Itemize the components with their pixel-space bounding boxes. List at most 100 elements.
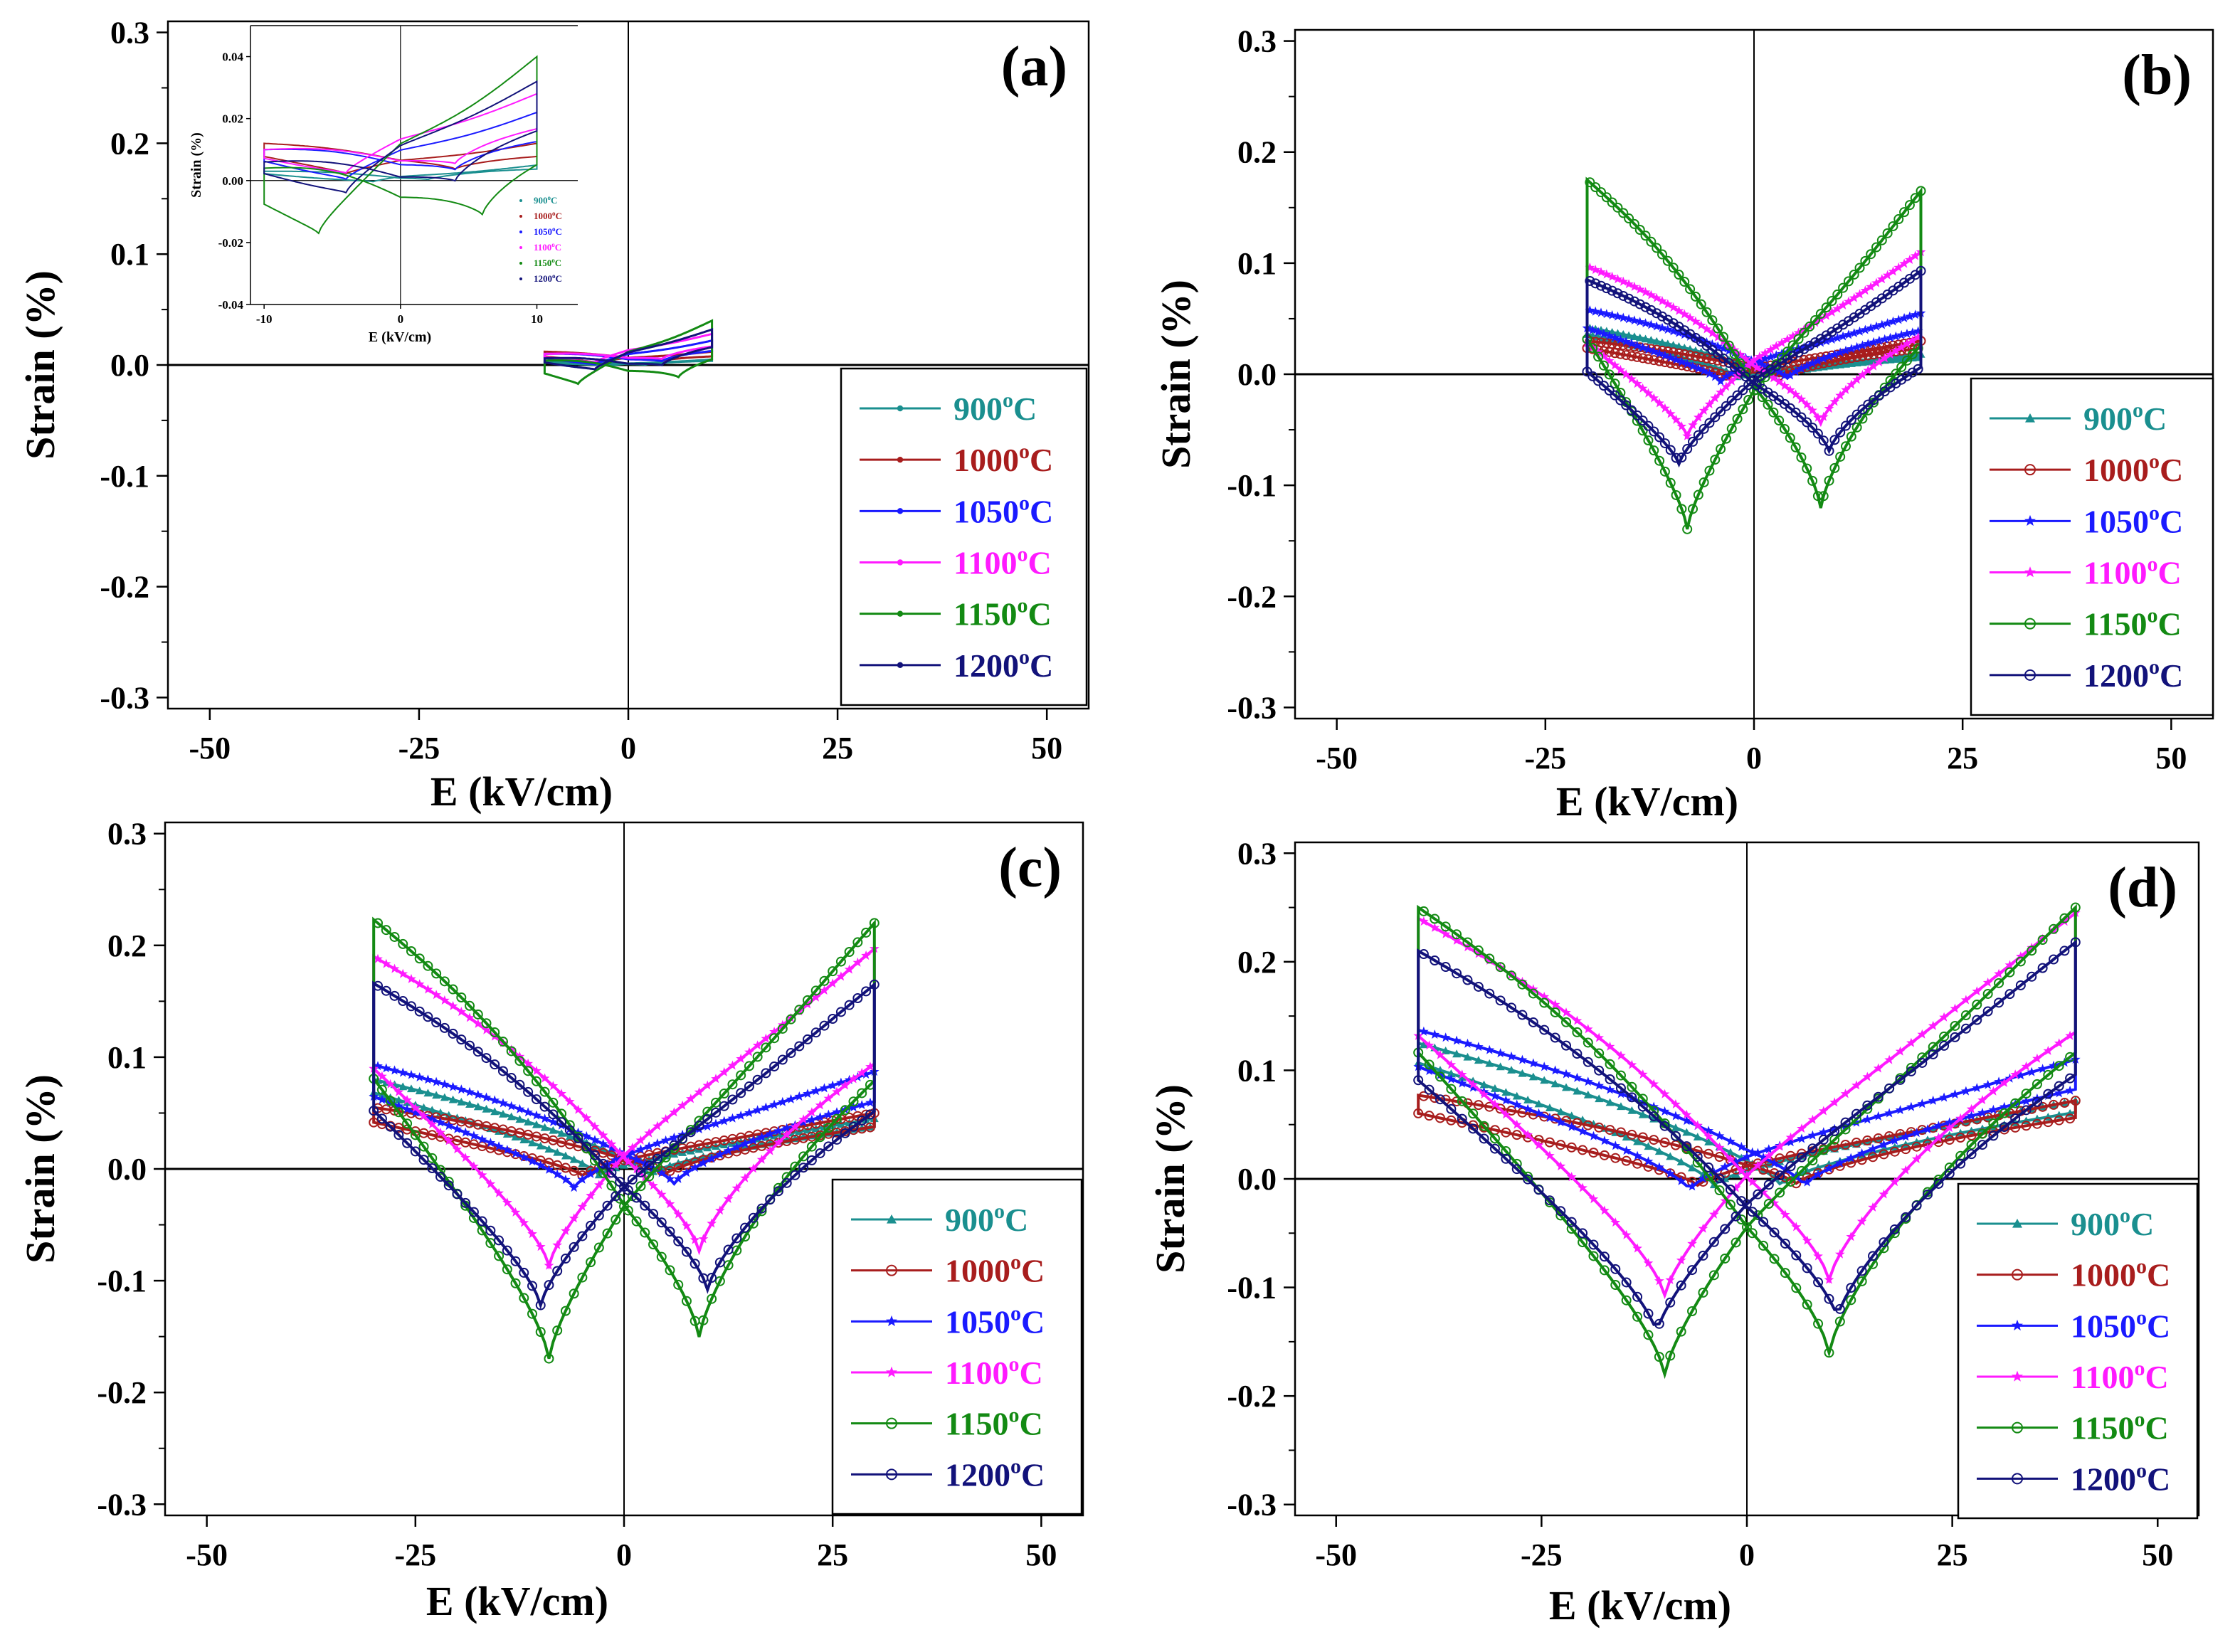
data-point-1200	[1682, 444, 1693, 455]
data-point-1100	[665, 1199, 675, 1209]
legend-value: 1100	[2083, 555, 2147, 591]
data-point-1200	[1632, 410, 1642, 420]
data-point-1200	[1596, 280, 1606, 291]
data-point-1150	[1780, 423, 1790, 434]
data-point-1150	[1966, 1139, 1977, 1150]
legend-entry-1000: 1000oC	[2071, 1255, 2170, 1293]
data-point-1150	[1736, 1214, 1747, 1225]
data-point-1050	[1726, 1136, 1736, 1146]
data-point-1150	[2037, 934, 2048, 945]
data-point-1050	[2054, 1088, 2064, 1098]
data-point-1050	[1896, 329, 1906, 339]
data-point-1150	[2010, 1098, 2021, 1108]
data-point-1150	[823, 1123, 834, 1133]
data-point-1200	[1621, 1277, 1632, 1288]
legend-unit: C	[2145, 1410, 2168, 1446]
data-point-1100	[1694, 412, 1703, 422]
data-point-1050	[861, 1069, 871, 1079]
data-point-1150	[1796, 452, 1807, 462]
data-point-1150	[1671, 489, 1681, 500]
data-point-900	[1474, 1056, 1483, 1064]
data-point-1150	[2070, 902, 2081, 913]
legend-marker-1050	[897, 508, 904, 514]
data-point-1200	[1676, 1280, 1686, 1291]
data-point-1050	[631, 1155, 642, 1164]
data-point-1200	[1895, 1074, 1906, 1085]
data-point-900	[1633, 1137, 1642, 1145]
data-point-1150	[1657, 249, 1667, 260]
data-point-1200	[869, 979, 879, 990]
data-point-1100	[1539, 992, 1550, 1001]
data-point-1050	[1888, 316, 1898, 326]
y-tick-label: 0.1	[1237, 246, 1277, 281]
data-point-1100	[1785, 385, 1795, 394]
data-point-1050	[1857, 340, 1868, 350]
data-point-1200	[589, 1150, 600, 1160]
data-point-1150	[1785, 1176, 1796, 1187]
data-point-1100	[1665, 1274, 1676, 1284]
data-point-1000	[1857, 351, 1868, 361]
data-point-1100	[752, 1040, 763, 1050]
data-point-1100	[790, 1121, 801, 1131]
data-point-1100	[1785, 1132, 1796, 1142]
data-point-1200	[602, 1200, 613, 1211]
y-tick-label: 0.0	[1237, 1162, 1277, 1197]
data-point-1000	[1868, 1152, 1879, 1163]
data-point-1050	[1807, 1130, 1818, 1140]
data-point-1200	[1813, 1277, 1824, 1288]
data-point-1100	[594, 1180, 604, 1190]
data-point-1200	[1807, 423, 1818, 433]
data-point-1050	[1468, 1082, 1478, 1092]
data-point-900	[1775, 1157, 1785, 1165]
data-point-1050	[1917, 1098, 1928, 1108]
data-point-1150	[2004, 967, 2015, 978]
data-point-1050	[1685, 331, 1695, 341]
data-point-1000	[1627, 351, 1637, 361]
data-point-1200	[1615, 1083, 1626, 1094]
legend-degree: o	[1008, 1404, 1019, 1427]
data-point-1150	[1999, 1108, 2009, 1118]
data-point-900	[532, 1120, 541, 1128]
data-point-1100	[1807, 1114, 1818, 1124]
legend-unit: C	[2160, 452, 2183, 488]
data-point-1200	[465, 1040, 475, 1051]
data-point-1100	[1726, 376, 1737, 386]
data-point-1200	[1901, 1212, 1911, 1222]
inset-legend-value: 1050	[534, 226, 552, 237]
data-point-1050	[1893, 314, 1904, 324]
data-point-1200	[472, 1047, 483, 1057]
inset-x-tick-label: 10	[531, 312, 543, 326]
data-point-1050	[598, 1138, 608, 1148]
data-point-1200	[1624, 293, 1634, 304]
data-point-1150	[786, 1014, 796, 1024]
legend-value: 1150	[2071, 1410, 2134, 1446]
data-point-1050	[1659, 1106, 1670, 1116]
data-point-1050	[715, 1149, 725, 1159]
data-point-1100	[586, 1190, 596, 1200]
legend-value: 1200	[953, 647, 1019, 684]
data-point-1200	[803, 1034, 813, 1044]
data-point-1000	[1435, 1113, 1445, 1123]
data-point-1000	[1627, 1129, 1637, 1140]
inset-y-tick-label: -0.02	[218, 236, 243, 250]
data-point-1100	[1713, 332, 1723, 341]
x-tick-label: 0	[616, 1537, 632, 1572]
data-point-1200	[581, 1141, 592, 1152]
legend-unit: C	[1030, 647, 1053, 684]
data-point-1050	[707, 1153, 717, 1163]
data-point-1100	[1856, 1216, 1867, 1226]
data-point-1050	[373, 1061, 383, 1071]
data-point-1200	[1944, 1168, 1955, 1179]
legend-degree: o	[1017, 543, 1027, 566]
data-point-1200	[1704, 418, 1715, 428]
data-point-1200	[1763, 1180, 1774, 1190]
data-point-1050	[469, 1131, 479, 1140]
legend-marker-900	[887, 1214, 897, 1224]
data-point-1200	[1966, 1149, 1977, 1160]
data-point-1000	[2065, 1113, 2076, 1124]
data-point-1100	[1665, 408, 1676, 418]
data-point-1150	[794, 1005, 805, 1015]
series-1150	[263, 55, 538, 235]
data-point-1050	[1760, 354, 1770, 364]
data-point-1000	[1643, 354, 1654, 364]
